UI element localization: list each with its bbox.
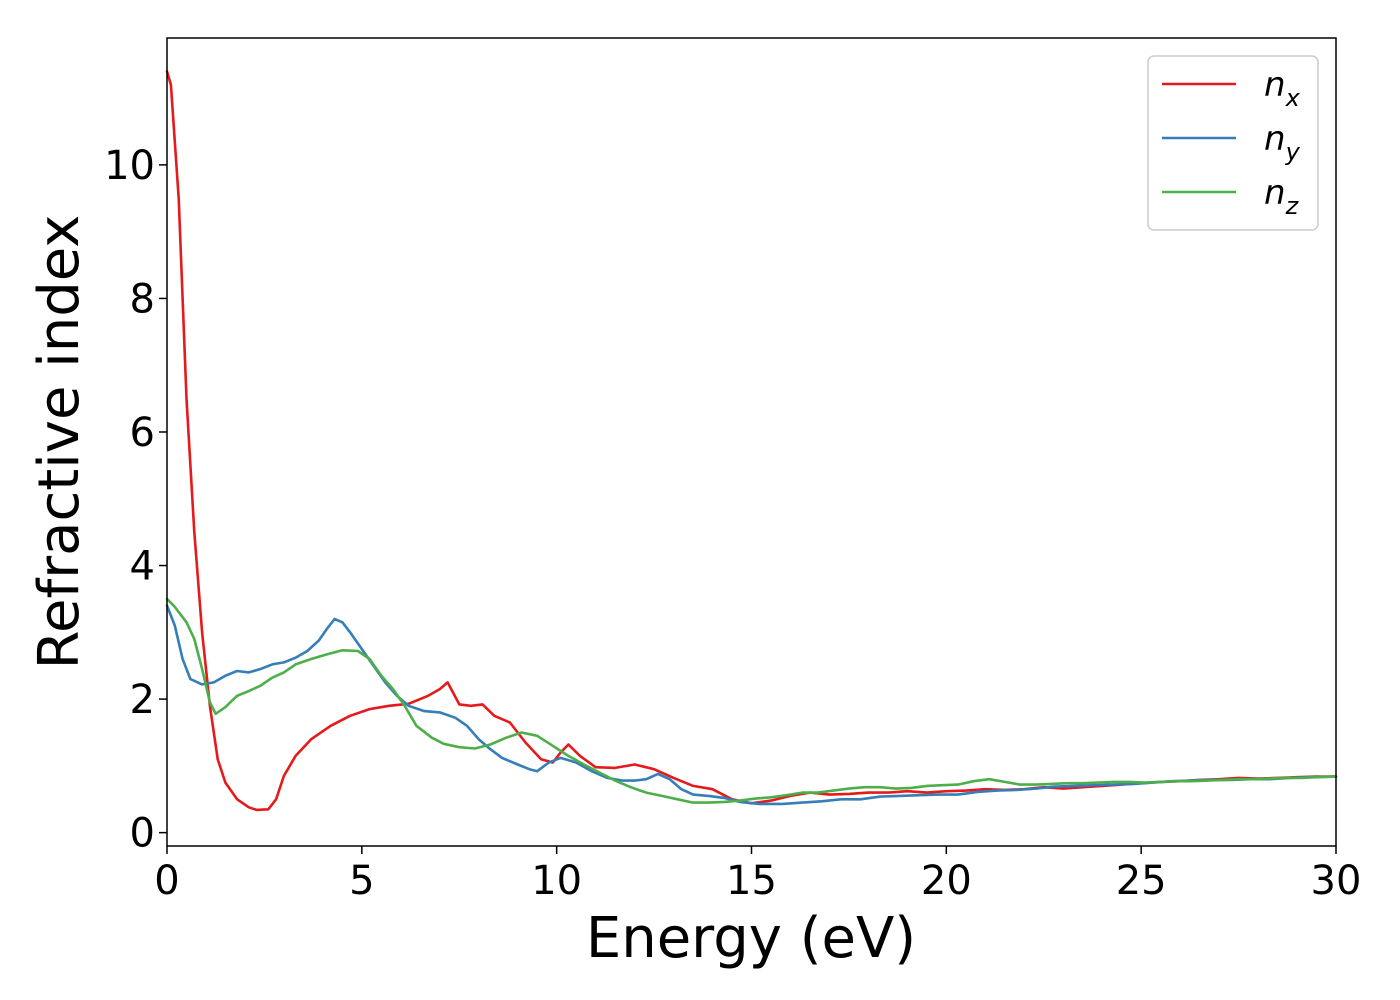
y-axis: 0 2 4 6 8 10 (104, 143, 167, 857)
legend-box (1147, 55, 1319, 231)
y-tick-label: 6 (130, 410, 155, 456)
y-tick-label: 4 (130, 544, 155, 590)
y-tick-label: 10 (104, 143, 155, 189)
y-axis-title: Refractive index (27, 215, 92, 670)
x-tick-label: 5 (349, 858, 374, 904)
x-tick-label: 30 (1311, 858, 1362, 904)
x-tick-label: 25 (1116, 858, 1167, 904)
x-tick-label: 20 (921, 858, 972, 904)
x-tick-label: 10 (531, 858, 582, 904)
x-axis: 0 5 10 15 20 25 30 (154, 846, 1361, 904)
series-line-ny (165, 604, 1338, 806)
y-tick-label: 8 (130, 276, 155, 322)
x-tick-label: 15 (726, 858, 777, 904)
x-axis-title: Energy (eV) (586, 906, 916, 971)
y-tick-label: 0 (130, 811, 155, 857)
plot-lines (165, 70, 1338, 812)
series-line-nz (165, 597, 1338, 804)
x-tick-label: 0 (154, 858, 179, 904)
y-tick-label: 2 (130, 677, 155, 723)
